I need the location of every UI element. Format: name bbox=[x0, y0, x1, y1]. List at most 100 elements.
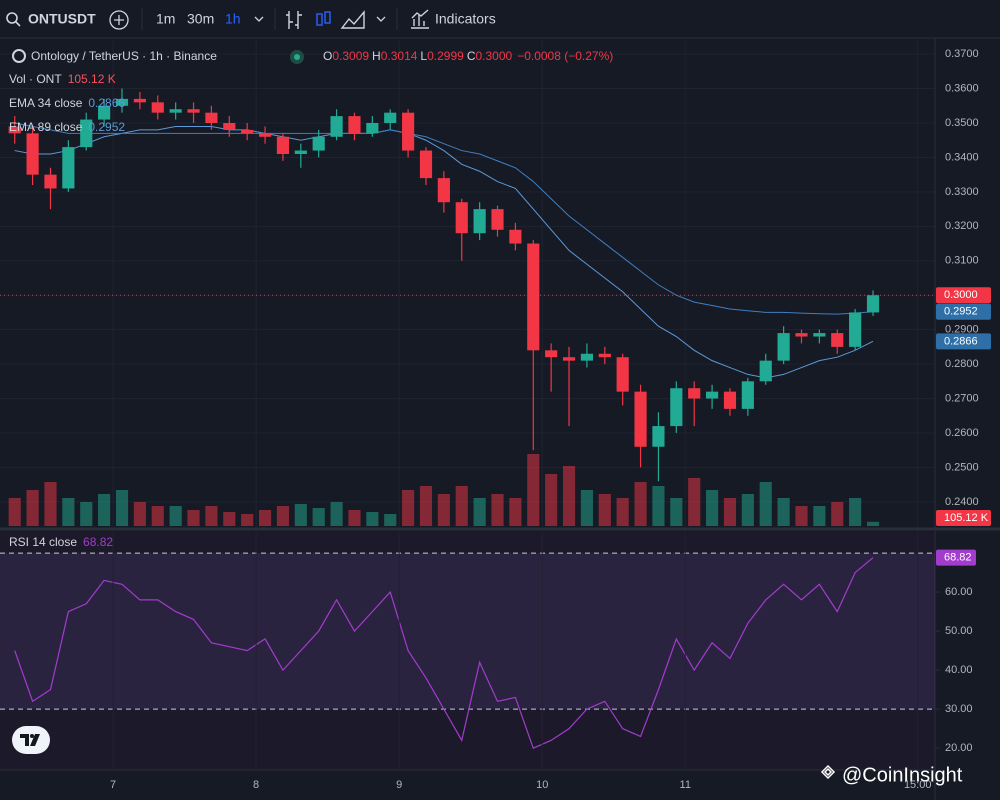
volume-bar bbox=[849, 498, 862, 526]
toolbar: ONTUSDT 1m 30m 1h Indicators bbox=[0, 8, 1000, 39]
ema-line bbox=[14, 125, 874, 379]
change: −0.0008 (−0.27%) bbox=[517, 49, 613, 63]
candle-body bbox=[419, 150, 433, 179]
interval[interactable]: 1m bbox=[156, 11, 175, 27]
candle-body bbox=[169, 109, 182, 113]
volume-bar bbox=[455, 486, 468, 526]
area-icon[interactable] bbox=[340, 10, 365, 29]
add-icon bbox=[114, 15, 124, 25]
interval-active[interactable]: 1h bbox=[225, 11, 241, 27]
candle-body bbox=[831, 333, 844, 347]
y-tick-label: 0.3100 bbox=[945, 255, 979, 267]
candles-icon[interactable] bbox=[316, 11, 331, 26]
search-icon[interactable] bbox=[6, 12, 18, 24]
chart-type-menu[interactable] bbox=[376, 16, 386, 22]
volume-bar bbox=[187, 510, 200, 526]
candle-body bbox=[80, 119, 93, 148]
candle-body bbox=[795, 333, 808, 337]
volume-bar bbox=[652, 486, 665, 526]
bars-icon[interactable] bbox=[286, 11, 302, 29]
volume-bar bbox=[598, 494, 611, 526]
candle-body bbox=[187, 109, 200, 113]
plot bbox=[0, 88, 935, 749]
candle-body bbox=[527, 243, 540, 351]
volume-bar bbox=[384, 514, 397, 526]
volume-legend: Vol · ONT 105.12 K bbox=[9, 72, 116, 86]
candle-body bbox=[759, 360, 772, 382]
add-symbol[interactable] bbox=[109, 10, 129, 30]
volume-bar bbox=[223, 512, 236, 526]
label: H bbox=[372, 49, 381, 63]
volume-bar bbox=[8, 498, 21, 526]
candle-body bbox=[491, 209, 504, 230]
candle-body bbox=[133, 98, 146, 103]
candle-body bbox=[670, 388, 683, 427]
volume-bar bbox=[80, 502, 93, 526]
candle-body bbox=[634, 391, 647, 447]
volume-bar bbox=[795, 506, 808, 526]
volume-bar bbox=[276, 506, 290, 526]
volume-bar bbox=[580, 490, 593, 526]
interval[interactable]: 30m bbox=[187, 11, 214, 27]
volume-bar bbox=[419, 486, 433, 526]
ema-legend: EMA 89 close 0.2952 bbox=[9, 120, 125, 134]
candle-body bbox=[509, 229, 522, 244]
candle-body bbox=[384, 112, 397, 124]
candle-body bbox=[348, 116, 361, 134]
candle-body bbox=[151, 102, 164, 113]
volume-bar bbox=[509, 498, 522, 526]
symbol-logo bbox=[12, 49, 26, 63]
label: L bbox=[420, 49, 427, 63]
volume-bar bbox=[562, 466, 576, 526]
volume-bar bbox=[330, 502, 343, 526]
value: 68.82 bbox=[83, 535, 113, 549]
value: 0.3009 bbox=[332, 49, 369, 63]
tv-logo[interactable] bbox=[12, 726, 50, 754]
candle-body bbox=[598, 353, 611, 358]
candle-body bbox=[98, 105, 111, 120]
label: Vol · ONT bbox=[9, 72, 62, 86]
x-tick-label: 10 bbox=[536, 779, 548, 791]
candle-body bbox=[115, 98, 129, 106]
logo-dot bbox=[30, 734, 34, 738]
volume-bar bbox=[294, 504, 307, 526]
rsi-tick-label: 30.00 bbox=[945, 703, 973, 715]
x-tick-label: 7 bbox=[110, 779, 116, 791]
y-tick-label: 0.2600 bbox=[945, 427, 979, 439]
rsi-tick-label: 50.00 bbox=[945, 625, 973, 637]
rsi-tag-label: 68.82 bbox=[944, 552, 972, 564]
volume-bar bbox=[491, 494, 504, 526]
rsi-tick-label: 40.00 bbox=[945, 664, 973, 676]
label: EMA 34 close bbox=[9, 96, 83, 110]
volume-bar bbox=[759, 482, 772, 526]
x-tick-label: 15:00 bbox=[904, 779, 932, 791]
volume-bar bbox=[241, 514, 254, 526]
ema-tag bbox=[936, 333, 991, 350]
volume-bar bbox=[706, 490, 719, 526]
volume-bar bbox=[366, 512, 379, 526]
candle-body bbox=[294, 150, 307, 155]
indicators-button[interactable]: Indicators bbox=[435, 11, 496, 27]
volume-bar bbox=[133, 502, 146, 526]
symbol[interactable]: ONTUSDT bbox=[28, 11, 96, 27]
icon-part bbox=[316, 13, 323, 26]
value: 0.3000 bbox=[475, 49, 512, 63]
interval-menu[interactable] bbox=[254, 16, 264, 22]
candle-body bbox=[241, 129, 254, 134]
x-tick-label: 9 bbox=[396, 779, 402, 791]
logo-mark bbox=[20, 734, 40, 746]
candle-body bbox=[62, 147, 75, 189]
value: 0.2866 bbox=[88, 96, 125, 110]
ema-tag bbox=[936, 303, 991, 320]
volume-bar bbox=[831, 502, 844, 526]
y-tick-label: 0.2700 bbox=[945, 392, 979, 404]
volume-bar bbox=[44, 482, 57, 526]
ema-tag-label: 0.2952 bbox=[944, 306, 978, 318]
volume-tag bbox=[936, 510, 991, 526]
value: 0.2999 bbox=[427, 49, 464, 63]
candle-body bbox=[741, 381, 754, 409]
watermark-text: @CoinInsight bbox=[842, 764, 963, 786]
volume-bar bbox=[670, 498, 683, 526]
